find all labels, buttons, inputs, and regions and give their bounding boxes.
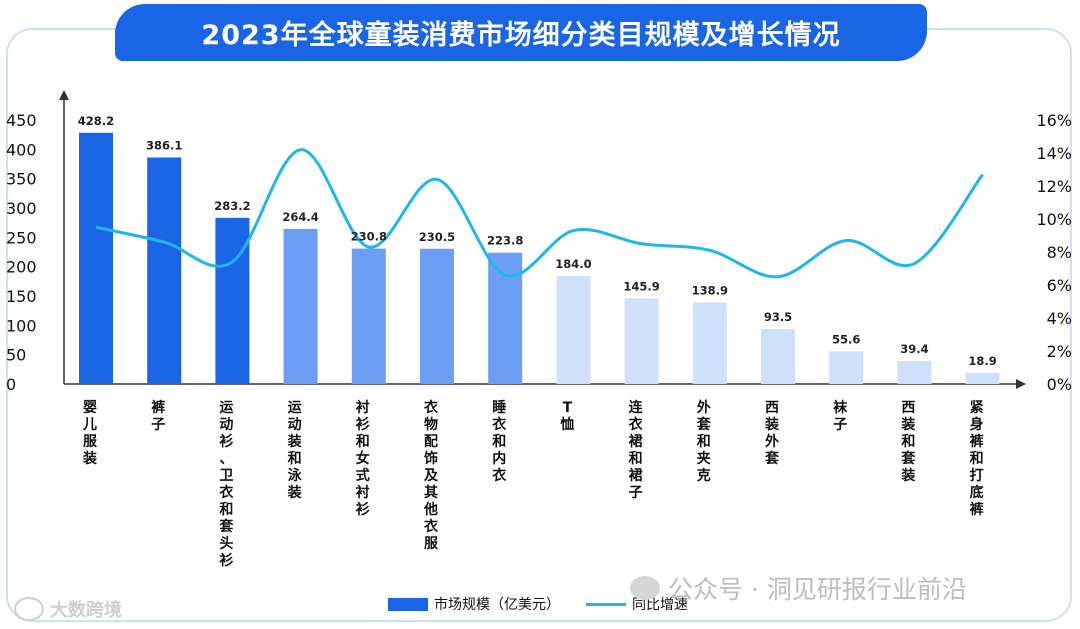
growth-rate-line bbox=[95, 148, 984, 279]
bar bbox=[761, 329, 795, 384]
bar bbox=[897, 360, 932, 384]
brand-logo-icon bbox=[14, 597, 44, 621]
bar bbox=[420, 248, 454, 384]
bar-value-label: 138.9 bbox=[692, 284, 728, 298]
legend-line-swatch bbox=[586, 602, 626, 606]
category-label: 袜子 bbox=[832, 399, 848, 433]
bar bbox=[692, 302, 727, 384]
y-right-tick-label: 2% bbox=[1047, 342, 1072, 361]
y-left-tick-label: 100 bbox=[6, 316, 37, 335]
legend-bar-label: 市场规模（亿美元） bbox=[434, 597, 560, 613]
bar-value-label: 55.6 bbox=[832, 332, 860, 346]
category-label: 婴儿服装 bbox=[82, 399, 98, 467]
category-label: 西装外套 bbox=[764, 400, 780, 467]
category-label: 连衣裙和裙子 bbox=[629, 399, 644, 501]
y-right-tick-label: 8% bbox=[1047, 243, 1072, 262]
bar-value-label: 386.1 bbox=[146, 138, 182, 152]
legend: 市场规模（亿美元） 同比增速 bbox=[388, 594, 688, 614]
bar bbox=[829, 351, 864, 384]
category-label: 衬衫和女式衬衫 bbox=[355, 399, 370, 518]
y-left-tick-label: 350 bbox=[6, 170, 37, 189]
bar bbox=[215, 217, 250, 384]
y-left-tick-label: 150 bbox=[6, 287, 37, 306]
bar bbox=[147, 157, 182, 384]
category-label: 外套和夹克 bbox=[697, 399, 711, 484]
y-left-tick-label: 300 bbox=[6, 199, 37, 218]
y-right-tick-label: 0% bbox=[1047, 375, 1072, 394]
watermark-left-text: 大数跨境 bbox=[50, 600, 122, 621]
category-label: 西装和套装 bbox=[900, 400, 916, 484]
bar-value-label: 264.4 bbox=[282, 210, 318, 224]
legend-bar-swatch bbox=[388, 597, 428, 611]
y-left-tick-label: 0 bbox=[6, 375, 16, 394]
category-label: 裤子 bbox=[151, 399, 165, 433]
bar-value-label: 18.9 bbox=[968, 354, 996, 368]
bar bbox=[965, 372, 1000, 384]
category-label: 衣物配饰及其他衣服 bbox=[423, 399, 439, 552]
category-label: 运动衫、卫衣和套头衫 bbox=[218, 400, 234, 569]
y-left-tick-label: 400 bbox=[6, 140, 37, 159]
bar bbox=[488, 252, 523, 384]
bar-value-label: 428.2 bbox=[78, 114, 114, 128]
y-right-tick-label: 16% bbox=[1036, 111, 1072, 130]
bar-value-label: 39.4 bbox=[900, 342, 928, 356]
bar-value-label: 283.2 bbox=[214, 199, 250, 213]
watermark-left: 大数跨境 bbox=[14, 596, 122, 622]
bar-value-label: 230.8 bbox=[351, 230, 387, 244]
y-right-tick-label: 12% bbox=[1036, 177, 1072, 196]
y-right-tick-label: 10% bbox=[1036, 210, 1072, 229]
bar-value-label: 93.5 bbox=[764, 310, 792, 324]
bar-value-label: 145.9 bbox=[623, 279, 659, 293]
watermark-right: 公众号 · 洞见研报行业前沿 bbox=[630, 570, 967, 606]
y-left-tick-label: 250 bbox=[6, 228, 37, 247]
y-right-tick-label: 14% bbox=[1036, 144, 1072, 163]
bar-value-label: 184.0 bbox=[555, 257, 591, 271]
y-axis-arrow bbox=[59, 90, 69, 100]
bar bbox=[624, 298, 659, 384]
category-label: 睡衣和内衣 bbox=[492, 400, 507, 484]
x-axis-arrow bbox=[1016, 379, 1026, 389]
bar bbox=[283, 228, 318, 384]
category-label: 紧身裤和打底裤 bbox=[970, 400, 984, 518]
y-left-tick-label: 450 bbox=[6, 111, 37, 130]
bar bbox=[79, 132, 113, 384]
legend-line-label: 同比增速 bbox=[632, 597, 688, 613]
y-right-tick-label: 6% bbox=[1047, 276, 1072, 295]
bar bbox=[556, 276, 591, 384]
y-left-tick-label: 50 bbox=[6, 346, 26, 365]
chart-title: 2023年全球童装消费市场细分类目规模及增长情况 bbox=[115, 4, 927, 61]
y-left-tick-label: 200 bbox=[6, 258, 37, 277]
watermark-right-text: 公众号 · 洞见研报行业前沿 bbox=[668, 575, 967, 604]
wechat-icon bbox=[630, 576, 660, 600]
bar bbox=[351, 248, 386, 384]
category-label: 运动装和泳装 bbox=[287, 400, 303, 501]
y-right-tick-label: 4% bbox=[1047, 309, 1072, 328]
bar-value-label: 230.5 bbox=[419, 230, 455, 244]
bar-value-label: 223.8 bbox=[487, 234, 523, 248]
